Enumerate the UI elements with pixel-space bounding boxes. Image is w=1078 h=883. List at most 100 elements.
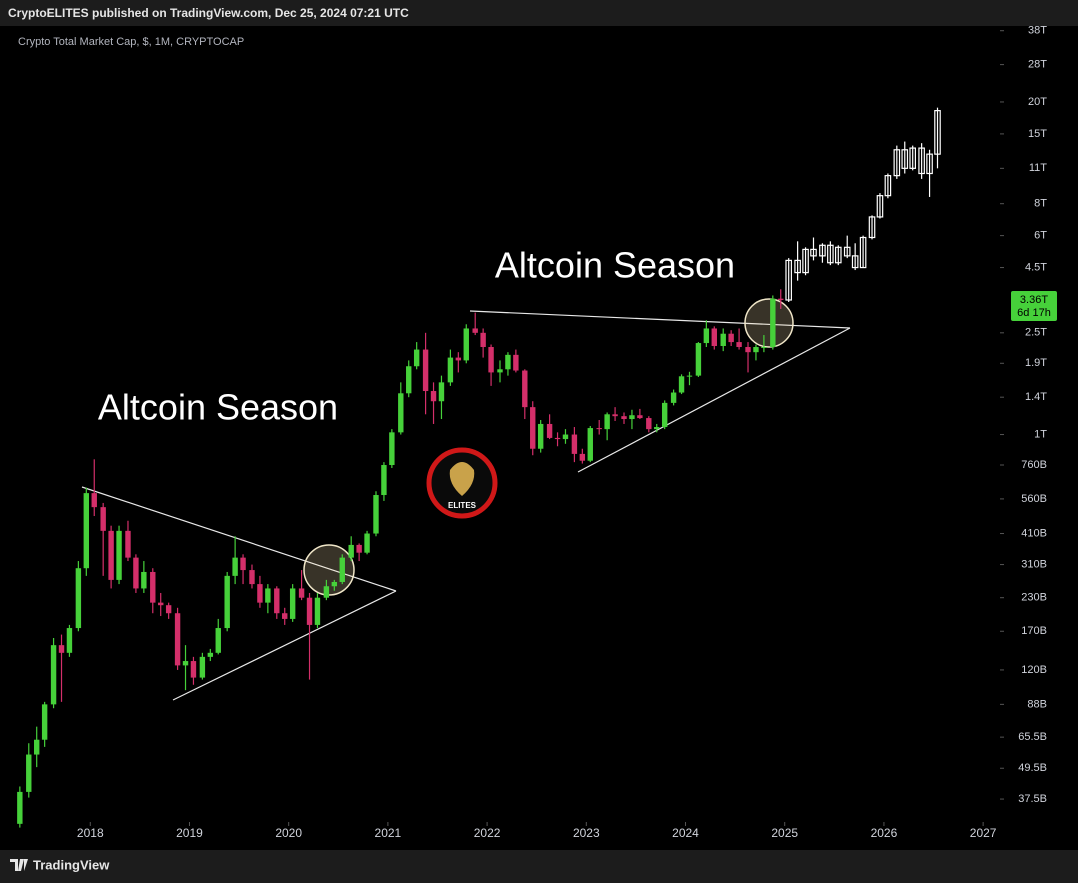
y-tick-label: 1.4T [1025, 391, 1047, 403]
candle-body [215, 628, 221, 653]
candle-body [232, 557, 238, 576]
projection-bar [851, 255, 859, 269]
projection-bar [819, 244, 826, 257]
candle-body [306, 597, 313, 625]
candle-body [430, 391, 437, 402]
x-tick-label: 2024 [672, 826, 699, 840]
projection-bar [810, 248, 817, 257]
candle-body [778, 298, 784, 300]
candle-body [323, 586, 330, 598]
candle-body [339, 557, 345, 582]
y-tick-label: 230B [1021, 592, 1047, 604]
y-tick-label: 1.9T [1025, 357, 1047, 369]
y-tick-label: 120B [1021, 664, 1047, 676]
y-tick-label: 15T [1028, 128, 1047, 140]
candle-body [711, 328, 717, 347]
candle-body [505, 354, 511, 370]
x-tick-label: 2021 [375, 826, 402, 840]
x-tick-label: 2022 [474, 826, 501, 840]
candle-body [480, 332, 486, 348]
candle-body [17, 791, 23, 824]
x-tick-label: 2023 [573, 826, 600, 840]
projection-bar [934, 110, 941, 155]
y-tick-label: 760B [1021, 459, 1047, 471]
candle-body [364, 533, 370, 553]
candle-body [745, 347, 751, 353]
candle-body [488, 347, 494, 373]
candle-body [455, 357, 462, 361]
candle-body [348, 544, 354, 558]
projection-bar [794, 259, 801, 274]
candle-body [720, 333, 726, 347]
candle-body [331, 581, 338, 587]
candle-body [546, 423, 553, 438]
candle-body [91, 493, 97, 508]
y-tick-label: 4.5T [1025, 261, 1047, 273]
projection-bar [893, 149, 901, 177]
footer-brand[interactable]: TradingView [33, 857, 110, 872]
candle-body [686, 375, 693, 377]
footer-logo [10, 859, 28, 871]
candle-body [75, 568, 82, 629]
y-tick-label: 1T [1034, 428, 1047, 440]
candle-body [695, 343, 702, 376]
candle-body [513, 354, 519, 371]
candle-body [274, 588, 280, 614]
candle-body [761, 347, 767, 349]
logo-icon [449, 462, 475, 496]
candle-body [83, 493, 90, 569]
projection-bar [876, 195, 884, 218]
candle-body [26, 754, 32, 792]
candle-body [770, 298, 776, 348]
candle-body [158, 602, 164, 606]
projection-bar [859, 236, 867, 269]
candle-body [150, 571, 156, 603]
projection-bar [926, 153, 933, 175]
last-price-label: 3.36T [1020, 294, 1048, 306]
candle-body [398, 393, 404, 433]
candle-body [571, 434, 578, 454]
candle-body [108, 530, 114, 580]
x-tick-label: 2026 [871, 826, 898, 840]
y-tick-label: 65.5B [1018, 731, 1047, 743]
y-tick-label: 560B [1021, 493, 1047, 505]
candle-body [282, 613, 288, 619]
candle-body [265, 588, 271, 603]
candle-body [596, 428, 602, 430]
candle-body [289, 588, 296, 619]
candle-body [579, 453, 586, 461]
projection-bar [868, 216, 876, 239]
candle-body [257, 584, 263, 603]
projection-bar [785, 259, 792, 301]
trendline [577, 327, 851, 473]
candle-body [463, 328, 469, 361]
candle-body [422, 349, 429, 392]
projection-bar [834, 246, 842, 264]
candle-body [703, 328, 710, 344]
annotation: Altcoin Season [98, 387, 338, 428]
candle-body [141, 571, 147, 589]
projection-bar [909, 147, 916, 169]
candle-body [190, 661, 197, 678]
candle-body [554, 437, 561, 440]
candle-body [447, 357, 454, 383]
candle-body [207, 652, 214, 657]
candle-body [381, 465, 387, 496]
countdown-label: 6d 17h [1017, 307, 1051, 319]
candle-body [646, 418, 652, 430]
candle-body [661, 402, 668, 428]
candle-body [670, 392, 677, 403]
y-tick-label: 8T [1034, 198, 1047, 210]
candle-body [373, 495, 379, 534]
candle-body [116, 530, 122, 580]
candle-body [165, 605, 172, 614]
candle-body [530, 407, 536, 449]
logo-text: ELITES [448, 501, 477, 510]
y-tick-label: 49.5B [1018, 762, 1047, 774]
candle-body [58, 645, 65, 653]
y-tick-label: 170B [1021, 625, 1047, 637]
candle-body [50, 645, 57, 705]
trendline [469, 310, 851, 329]
candle-body [753, 347, 759, 353]
candle-body [298, 588, 305, 598]
